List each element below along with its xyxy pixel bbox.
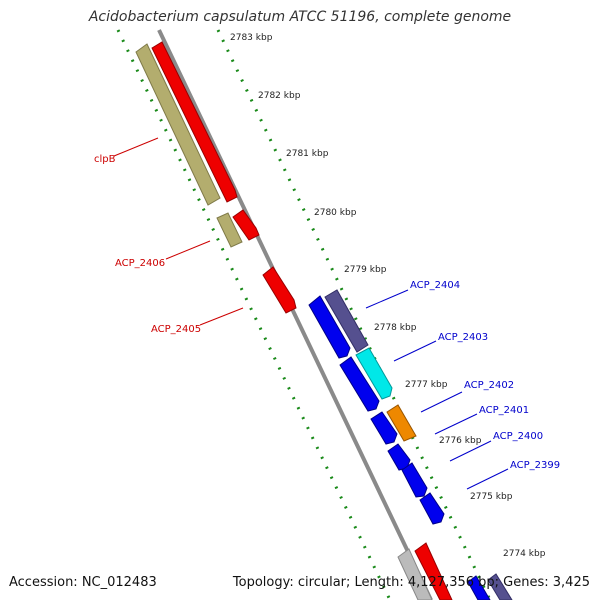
gene-bottom-blue[interactable] bbox=[467, 575, 491, 600]
leader-line bbox=[449, 440, 492, 462]
right-tick-track bbox=[216, 29, 492, 600]
tick-label: 2783 kbp bbox=[230, 33, 273, 43]
tick-label: 2775 kbp bbox=[470, 492, 513, 502]
topology-text: Topology: circular; Length: 4,127,356 bp… bbox=[232, 575, 590, 590]
gene-acp2402-blue[interactable] bbox=[370, 411, 398, 445]
gene-label-acp2401[interactable]: ACP_2401 bbox=[479, 405, 529, 416]
gene-acp2400-blue[interactable] bbox=[387, 443, 411, 471]
gene-clpb-red[interactable] bbox=[151, 41, 238, 203]
accession-text: Accession: NC_012483 bbox=[9, 575, 157, 590]
tick-label: 2777 kbp bbox=[405, 380, 448, 390]
gene-acp2406-red[interactable] bbox=[232, 209, 260, 241]
tick-label: 2774 kbp bbox=[503, 549, 546, 559]
tick-label: 2776 kbp bbox=[439, 436, 482, 446]
gene-label-acp2400[interactable]: ACP_2400 bbox=[493, 431, 543, 442]
gene-acp2405-red[interactable] bbox=[262, 266, 297, 314]
gene-label-acp2406[interactable]: ACP_2406 bbox=[115, 258, 165, 269]
gene-label-acp2402[interactable]: ACP_2402 bbox=[464, 380, 514, 391]
leader-line bbox=[113, 137, 159, 157]
gene-label-acp2403[interactable]: ACP_2403 bbox=[438, 332, 488, 343]
gene-label-acp2399[interactable]: ACP_2399 bbox=[510, 460, 560, 471]
tick-label: 2780 kbp bbox=[314, 208, 357, 218]
gene-clpb-olive[interactable] bbox=[135, 43, 221, 206]
map-title: Acidobacterium capsulatum ATCC 51196, co… bbox=[88, 9, 512, 25]
leader-line bbox=[165, 240, 211, 260]
gene-bottom-red[interactable] bbox=[414, 542, 453, 600]
leader-line bbox=[434, 413, 478, 435]
gene-label-acp2404[interactable]: ACP_2404 bbox=[410, 280, 460, 291]
tick-label: 2782 kbp bbox=[258, 91, 301, 101]
genome-backbone bbox=[157, 29, 433, 600]
forward-gene-labels: clpB ACP_2406 ACP_2405 bbox=[94, 137, 244, 335]
gene-acp2399a-blue[interactable] bbox=[401, 462, 428, 498]
leader-line bbox=[393, 340, 437, 362]
gene-acp2403-cyan[interactable] bbox=[355, 347, 393, 400]
gene-label-clpb[interactable]: clpB bbox=[94, 154, 116, 165]
leader-line bbox=[199, 307, 244, 326]
tick-label: 2781 kbp bbox=[286, 149, 329, 159]
gene-acp2406-olive[interactable] bbox=[216, 212, 243, 248]
gene-bottom-purple[interactable] bbox=[487, 573, 513, 600]
gene-acp2399b-blue[interactable] bbox=[419, 492, 445, 525]
gene-label-acp2405[interactable]: ACP_2405 bbox=[151, 324, 201, 335]
gene-bottom-gray[interactable] bbox=[397, 548, 433, 600]
gene-acp2401-orange[interactable] bbox=[386, 404, 417, 442]
leader-line bbox=[466, 468, 509, 490]
reverse-gene-labels: ACP_2404 ACP_2403 ACP_2402 ACP_2401 ACP_… bbox=[365, 280, 560, 490]
leader-line bbox=[365, 289, 409, 309]
gene-acp2404-blue[interactable] bbox=[308, 295, 351, 359]
leader-line bbox=[420, 391, 463, 413]
gene-acp2404-purple[interactable] bbox=[324, 289, 369, 353]
tick-label: 2778 kbp bbox=[374, 323, 417, 333]
gene-acp2403-blue[interactable] bbox=[339, 356, 380, 412]
tick-label: 2779 kbp bbox=[344, 265, 387, 275]
tick-labels: 2783 kbp 2782 kbp 2781 kbp 2780 kbp 2779… bbox=[230, 33, 546, 559]
